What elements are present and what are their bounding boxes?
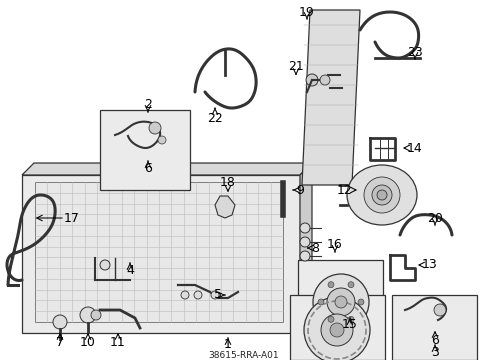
Text: 1: 1 — [224, 338, 231, 351]
Circle shape — [91, 310, 101, 320]
Text: 3: 3 — [430, 346, 438, 359]
Bar — [297, 260, 382, 340]
Circle shape — [158, 136, 165, 144]
Circle shape — [334, 296, 346, 308]
Bar — [35, 182, 283, 322]
Text: 16: 16 — [326, 238, 342, 252]
Circle shape — [305, 74, 317, 86]
Circle shape — [327, 316, 333, 322]
Text: 5: 5 — [214, 288, 222, 302]
Polygon shape — [302, 10, 359, 185]
Circle shape — [53, 315, 67, 329]
Text: 12: 12 — [336, 184, 352, 197]
Circle shape — [433, 304, 445, 316]
Text: 18: 18 — [220, 176, 235, 189]
Text: 19: 19 — [299, 5, 314, 18]
Text: 38615-RRA-A01: 38615-RRA-A01 — [208, 351, 279, 360]
Circle shape — [194, 291, 202, 299]
Circle shape — [100, 260, 110, 270]
Text: 20: 20 — [426, 211, 442, 225]
Circle shape — [299, 237, 309, 247]
Text: 9: 9 — [295, 184, 304, 197]
Text: 17: 17 — [64, 211, 80, 225]
Circle shape — [329, 323, 343, 337]
Circle shape — [304, 297, 369, 360]
Circle shape — [327, 282, 333, 288]
Circle shape — [326, 288, 354, 316]
Text: 11: 11 — [110, 336, 125, 348]
Text: 4: 4 — [126, 264, 134, 276]
Text: 14: 14 — [407, 141, 422, 154]
Text: 8: 8 — [310, 242, 318, 255]
Circle shape — [299, 223, 309, 233]
Polygon shape — [22, 163, 311, 175]
Circle shape — [299, 251, 309, 261]
Text: 6: 6 — [430, 333, 438, 346]
Polygon shape — [215, 196, 235, 218]
Text: 23: 23 — [407, 45, 422, 58]
Circle shape — [320, 314, 352, 346]
Circle shape — [317, 299, 324, 305]
Text: 7: 7 — [56, 336, 64, 348]
Circle shape — [312, 274, 368, 330]
Circle shape — [363, 177, 399, 213]
Bar — [289, 295, 384, 360]
Text: 10: 10 — [80, 336, 96, 348]
Text: 2: 2 — [144, 99, 152, 112]
Text: 6: 6 — [144, 162, 152, 175]
Text: 15: 15 — [342, 319, 357, 332]
Circle shape — [149, 122, 161, 134]
Text: 21: 21 — [287, 60, 303, 73]
Circle shape — [347, 282, 353, 288]
Circle shape — [371, 185, 391, 205]
Circle shape — [319, 75, 329, 85]
Circle shape — [357, 299, 363, 305]
Circle shape — [210, 291, 219, 299]
Circle shape — [347, 316, 353, 322]
Circle shape — [181, 291, 189, 299]
Ellipse shape — [346, 165, 416, 225]
Bar — [100, 110, 190, 190]
Bar — [22, 175, 299, 333]
Polygon shape — [299, 163, 311, 333]
Circle shape — [80, 307, 96, 323]
Circle shape — [376, 190, 386, 200]
Bar — [391, 295, 476, 360]
Text: 13: 13 — [421, 258, 437, 271]
Text: 22: 22 — [207, 112, 223, 125]
